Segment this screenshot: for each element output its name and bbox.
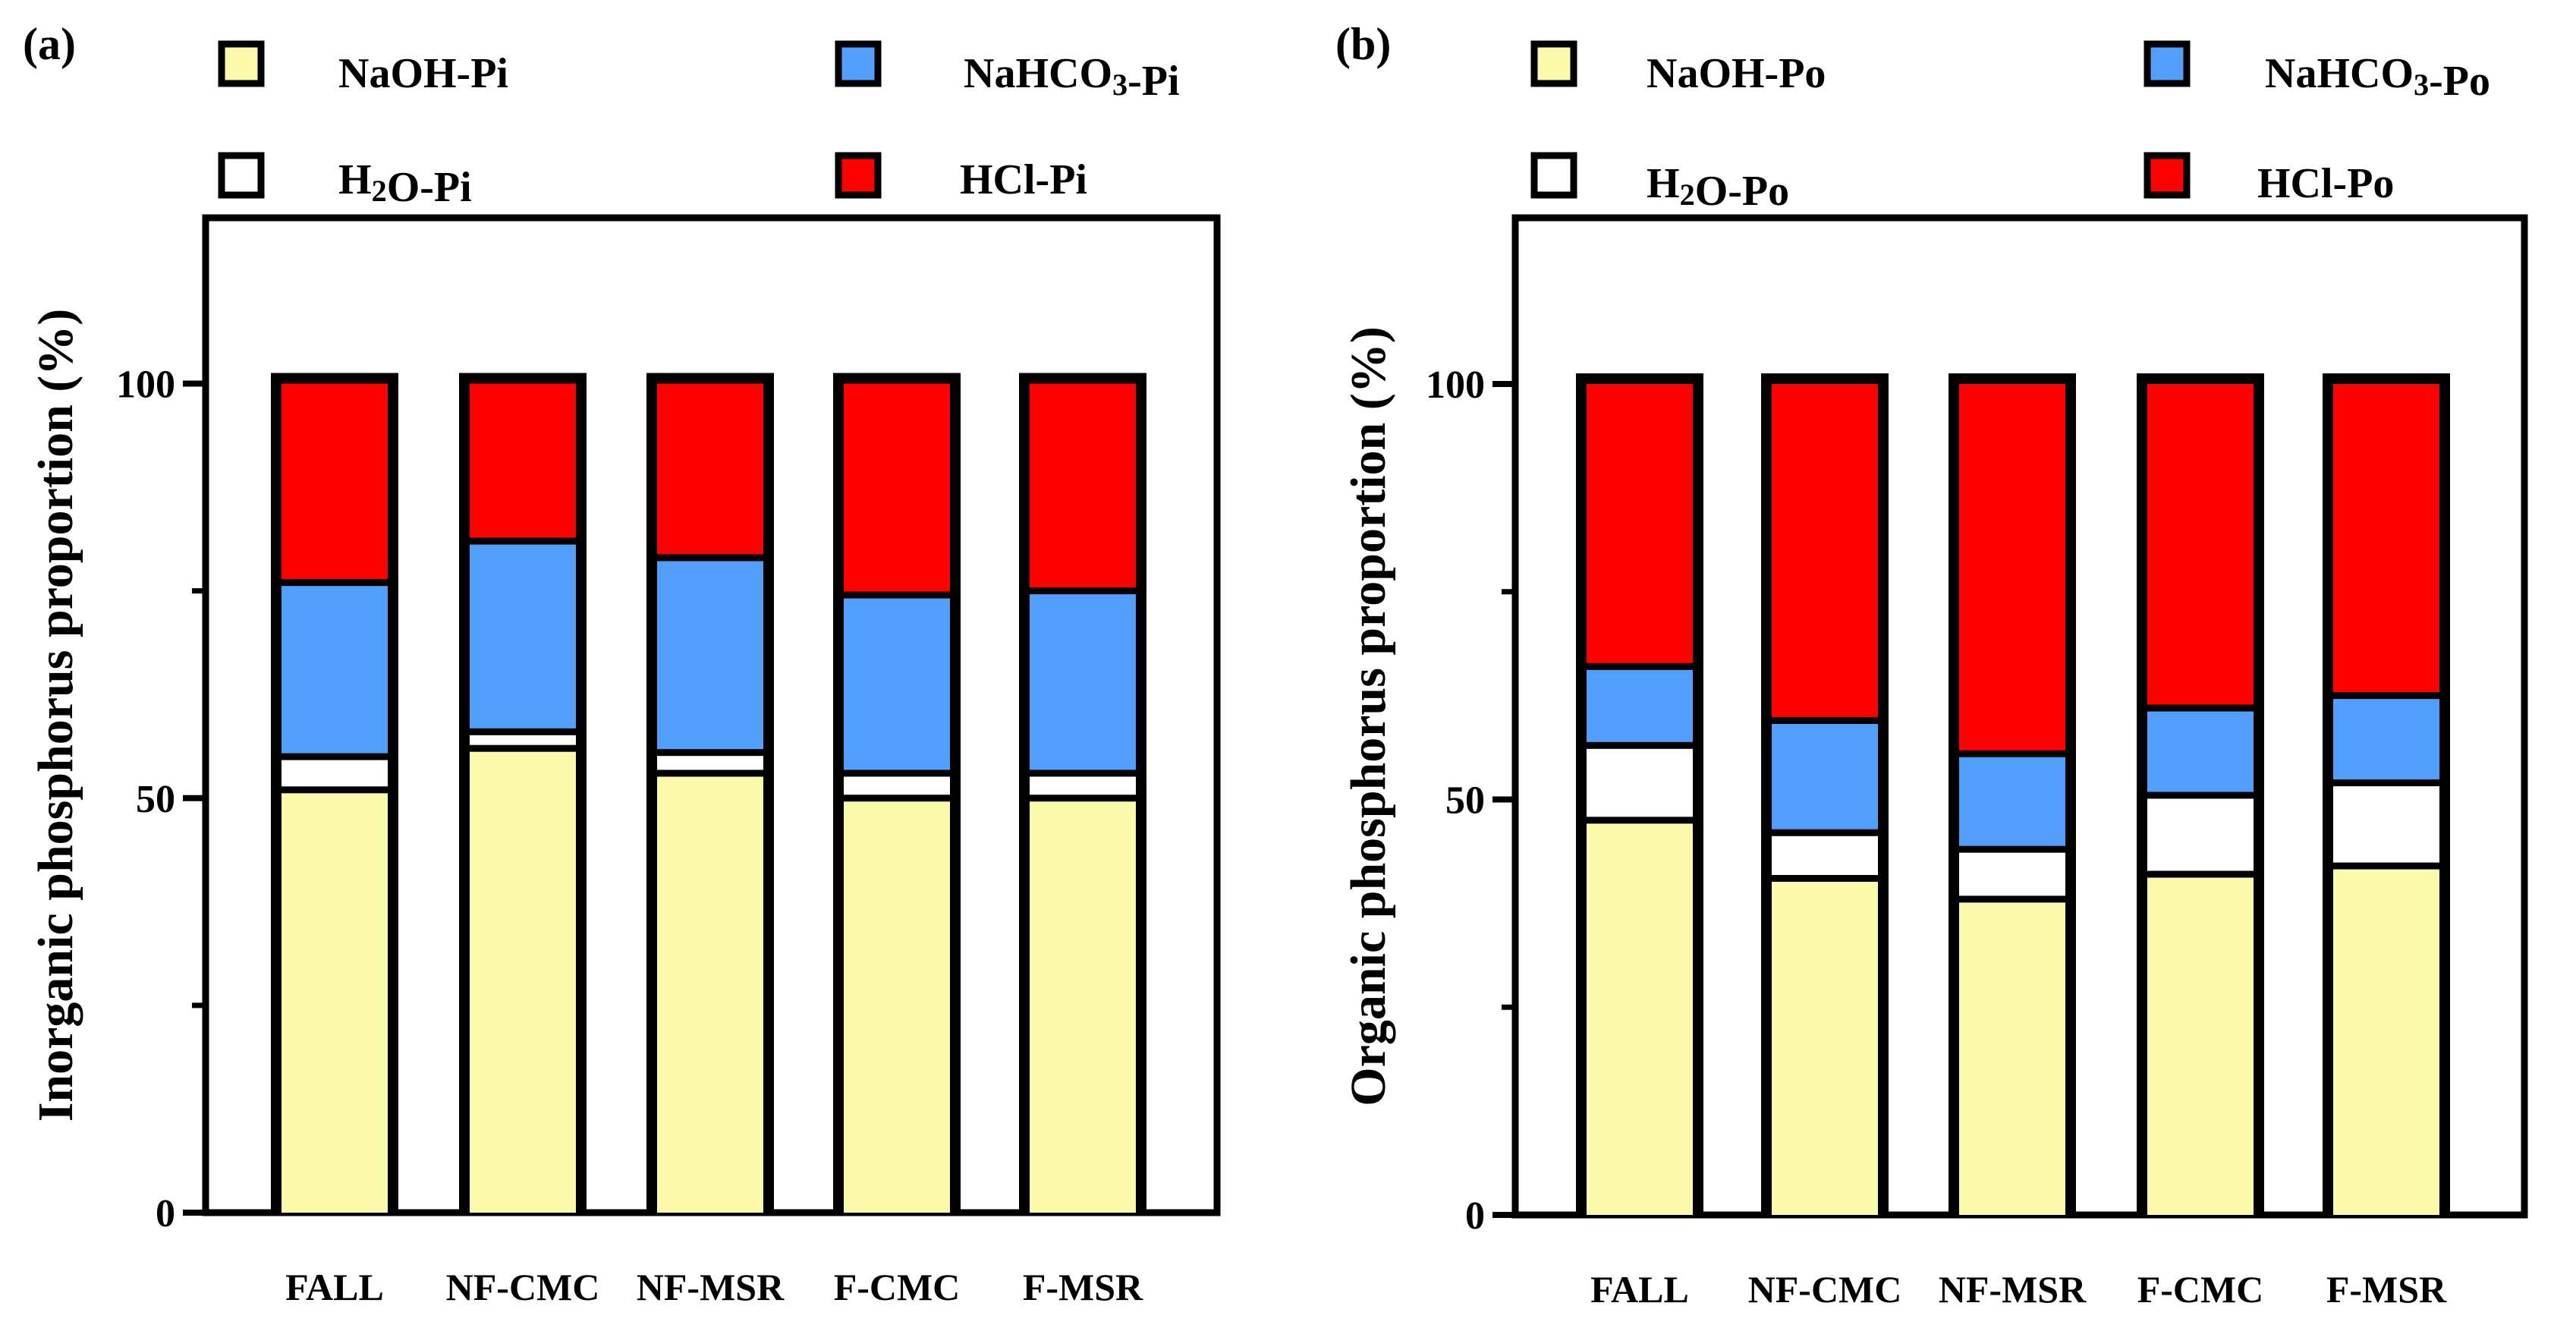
panel-label: (b)	[1335, 19, 1391, 69]
bar-segment-h2o-po	[2333, 786, 2439, 863]
bar-segment-h2o-po	[2147, 798, 2254, 871]
bar-segment-nahco3-pi	[1030, 594, 1136, 770]
bar-segment-hcl-pi	[657, 383, 763, 555]
legend-swatch	[1530, 152, 1577, 199]
bar-segment-hcl-po	[2333, 384, 2439, 693]
bar-segment-naoh-po	[2147, 877, 2254, 1215]
legend-swatch	[835, 40, 882, 87]
bar-segment-naoh-po	[1959, 902, 2065, 1215]
legend-label: HCl-Pi	[960, 156, 1087, 203]
bar-segment-nahco3-po	[1959, 757, 2065, 846]
x-tick-label: FALL	[1590, 1268, 1689, 1311]
stacked-bar-nf-msr	[646, 373, 774, 1213]
bar-segment-hcl-po	[1959, 384, 2065, 751]
legend-label: NaOH-Pi	[338, 50, 508, 97]
x-tick-label: NF-CMC	[1748, 1268, 1902, 1311]
chart-panel-a: (a) 0 50 100 Inorganic phosphorus proportion…	[23, 19, 1221, 1308]
legend-label: NaOH-Po	[1647, 50, 1826, 97]
x-tick-label: FALL	[285, 1266, 384, 1308]
bar-segment-nahco3-po	[1587, 669, 1693, 742]
legend-label: NaHCO3-Po	[2265, 50, 2490, 105]
bar-segment-hcl-pi	[470, 383, 576, 538]
bar-segment-naoh-pi	[844, 801, 950, 1213]
bar-segment-naoh-po	[1587, 823, 1693, 1215]
bar-segment-hcl-pi	[282, 383, 388, 580]
bar-segment-naoh-po	[1772, 882, 1878, 1215]
legend-swatch	[218, 40, 265, 87]
bar-segment-h2o-pi	[1030, 776, 1136, 795]
bar-segment-nahco3-po	[1772, 723, 1878, 829]
bar-segment-h2o-pi	[282, 760, 388, 787]
legend-item-naoh-pi: NaOH-Pi	[218, 40, 508, 97]
y-tick-label: 0	[156, 1192, 175, 1235]
legend-swatch	[835, 152, 882, 199]
y-axis-title: Inorganic phosphorus proportion (%)	[28, 309, 83, 1122]
y-tick-label: 50	[1445, 779, 1485, 823]
bar-segment-naoh-pi	[1030, 801, 1136, 1213]
x-tick-label: NF-CMC	[446, 1266, 600, 1308]
x-tick-label: F-CMC	[2137, 1268, 2264, 1311]
bar-segment-h2o-pi	[657, 756, 763, 770]
legend-item-hcl-pi: HCl-Pi	[835, 152, 1087, 203]
legend-label: H2O-Pi	[338, 156, 472, 211]
stacked-bar-f-msr	[2323, 373, 2450, 1215]
legend-swatch	[1530, 40, 1577, 87]
bar-segment-naoh-pi	[282, 793, 388, 1213]
legend-label: H2O-Po	[1647, 160, 1789, 215]
bar-segment-nahco3-po	[2147, 711, 2254, 792]
legend-swatch	[2144, 152, 2191, 199]
bar-segment-naoh-pi	[470, 751, 576, 1213]
legend-item-h2o-pi: H2O-Pi	[218, 152, 472, 211]
bar-segment-h2o-pi	[844, 776, 950, 795]
y-axis-title: Organic phosphorus proportion (%)	[1341, 326, 1396, 1106]
legend-swatch	[218, 152, 265, 199]
legend-swatch	[2144, 40, 2191, 87]
legend-item-hcl-po: HCl-Po	[2144, 152, 2394, 207]
y-tick-label: 50	[136, 778, 175, 821]
stacked-bar-f-cmc	[2137, 373, 2264, 1215]
panel-label: (a)	[23, 19, 76, 69]
bar-segment-nahco3-pi	[844, 598, 950, 770]
bar-segment-hcl-po	[1772, 384, 1878, 717]
bar-segment-nahco3-pi	[282, 586, 388, 754]
stacked-bar-nf-msr	[1949, 373, 2076, 1215]
bar-segment-h2o-po	[1587, 748, 1693, 817]
bar-segment-nahco3-po	[2333, 699, 2439, 780]
bar-segment-h2o-po	[1772, 836, 1878, 876]
stacked-bar-f-cmc	[833, 373, 961, 1213]
bar-segment-h2o-po	[1959, 852, 2065, 896]
stacked-bar-fall	[271, 373, 398, 1213]
legend-item-nahco3-pi: NaHCO3-Pi	[835, 40, 1180, 105]
bar-segment-nahco3-pi	[657, 561, 763, 750]
legend-item-naoh-po: NaOH-Po	[1530, 40, 1826, 97]
legend-label: HCl-Po	[2257, 160, 2394, 207]
bar-segment-naoh-po	[2333, 869, 2439, 1215]
y-tick-label: 100	[116, 363, 175, 407]
bar-segment-hcl-pi	[1030, 383, 1136, 588]
bar-segment-hcl-po	[1587, 384, 1693, 663]
y-tick-label: 0	[1465, 1194, 1485, 1238]
x-tick-label: F-CMC	[834, 1266, 961, 1308]
y-tick-label: 100	[1426, 363, 1485, 407]
x-tick-label: F-MSR	[2326, 1268, 2447, 1311]
x-tick-label: NF-MSR	[1939, 1268, 2087, 1311]
bar-segment-naoh-pi	[657, 776, 763, 1213]
chart-panel-b: (b) 0 50 100 Organic phosphorus proportion (…	[1335, 19, 2528, 1311]
stacked-bar-nf-cmc	[459, 373, 587, 1213]
bar-segment-hcl-pi	[844, 383, 950, 592]
stacked-bar-f-msr	[1019, 373, 1146, 1213]
bar-segment-h2o-pi	[470, 735, 576, 745]
stacked-bar-fall	[1576, 373, 1703, 1215]
stacked-bar-nf-cmc	[1761, 373, 1889, 1215]
x-tick-label: F-MSR	[1023, 1266, 1143, 1308]
bar-segment-nahco3-pi	[470, 544, 576, 729]
legend-item-nahco3-po: NaHCO3-Po	[2144, 40, 2490, 105]
legend-item-h2o-po: H2O-Po	[1530, 152, 1789, 215]
legend-label: NaHCO3-Pi	[964, 50, 1180, 105]
x-tick-label: NF-MSR	[637, 1266, 785, 1308]
bar-segment-hcl-po	[2147, 384, 2254, 705]
